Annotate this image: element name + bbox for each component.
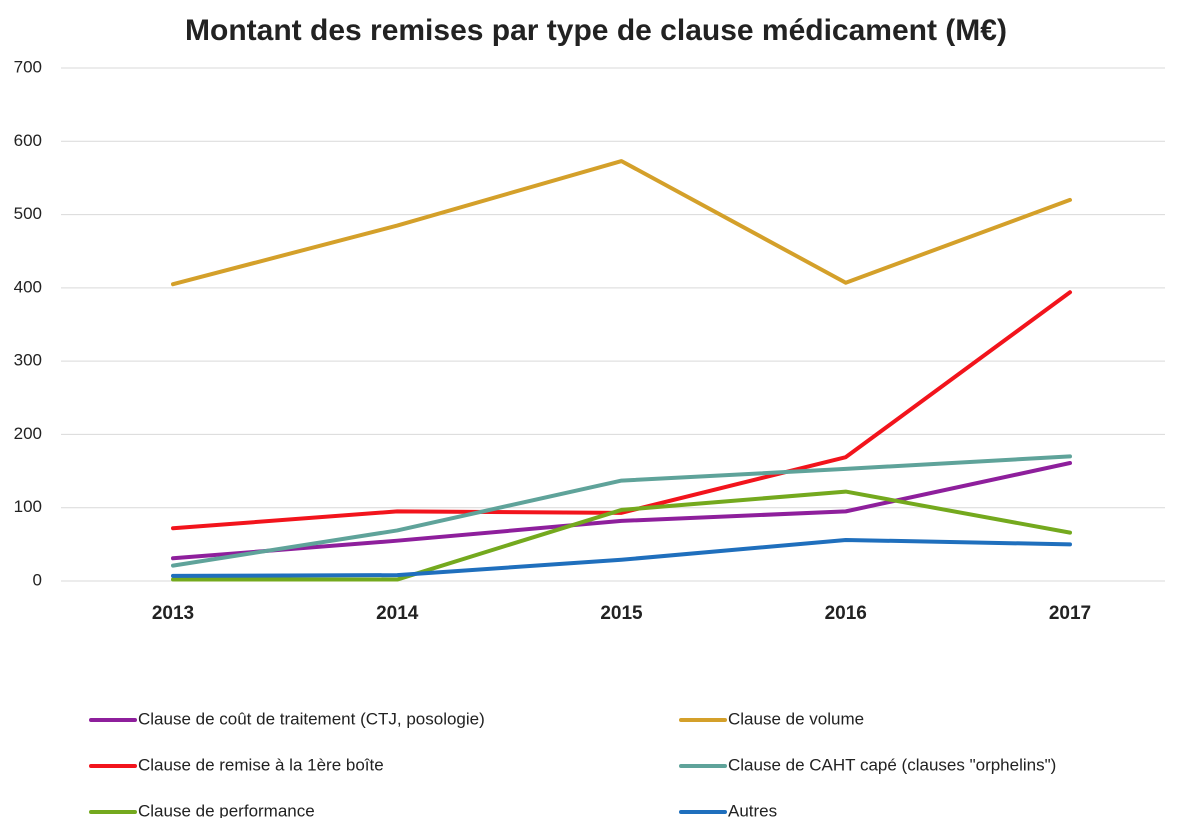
series-line	[171, 159, 1072, 287]
x-tick-label: 2016	[825, 603, 867, 624]
legend-label: Clause de coût de traitement (CTJ, posol…	[138, 709, 485, 728]
y-tick-label: 0	[33, 570, 42, 589]
y-tick-label: 200	[14, 424, 42, 443]
legend-label: Clause de CAHT capé (clauses "orphelins"…	[728, 755, 1056, 774]
series-line	[171, 537, 1072, 578]
legend-label: Clause de remise à la 1ère boîte	[138, 755, 384, 774]
y-tick-label: 700	[14, 57, 42, 76]
chart-title: Montant des remises par type de clause m…	[185, 14, 1007, 47]
y-tick-label: 100	[14, 497, 42, 516]
y-tick-label: 500	[14, 204, 42, 223]
y-tick-label: 300	[14, 351, 42, 370]
legend-label: Autres	[728, 801, 777, 818]
y-tick-label: 600	[14, 131, 42, 150]
legend-label: Clause de performance	[138, 801, 315, 818]
x-tick-label: 2015	[600, 603, 643, 624]
series-line	[171, 489, 1072, 582]
x-tick-label: 2014	[376, 603, 419, 624]
x-tick-label: 2017	[1049, 603, 1091, 624]
x-tick-label: 2013	[152, 603, 194, 624]
y-tick-label: 400	[14, 277, 42, 296]
series-line	[171, 461, 1072, 561]
legend-label: Clause de volume	[728, 709, 864, 728]
series-line	[171, 454, 1072, 568]
series-line	[171, 290, 1072, 531]
